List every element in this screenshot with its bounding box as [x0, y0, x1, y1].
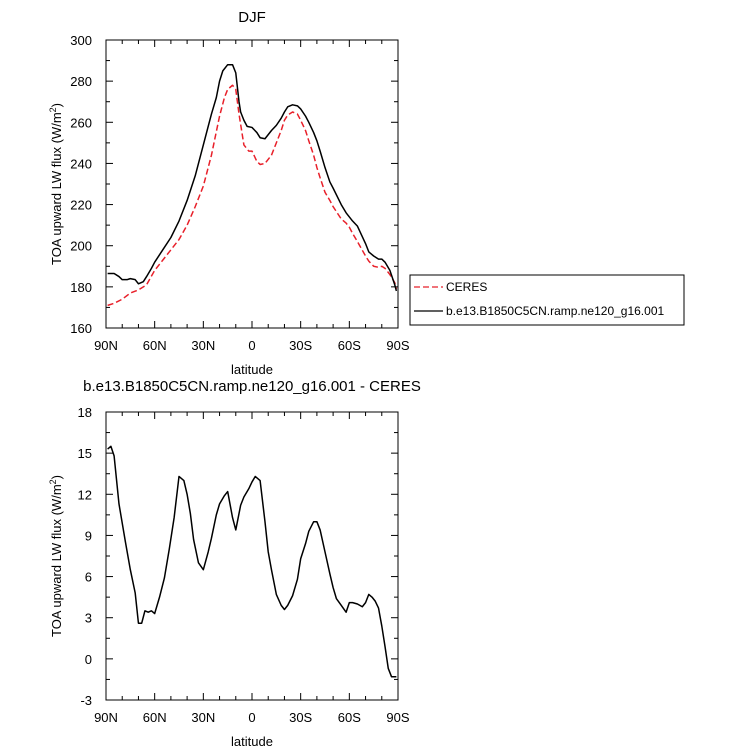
- bottom-xtick-label: 90N: [94, 710, 118, 725]
- bottom-xtick-label: 90S: [386, 710, 409, 725]
- top-xtick-label: 90S: [386, 338, 409, 353]
- top-ytick-label: 280: [70, 74, 92, 89]
- bottom-y-axis-label-main: TOA upward LW flux (W/m: [49, 484, 64, 637]
- top-plot-frame: [105, 39, 399, 329]
- top-y-axis-label: TOA upward LW flux (W/m2): [48, 103, 64, 265]
- bottom-x-axis-label: latitude: [231, 734, 273, 749]
- bottom-chart-title: b.e13.B1850C5CN.ramp.ne120_g16.001 - CER…: [83, 378, 421, 395]
- top-y-axis-label-sup: 2: [48, 107, 58, 112]
- bottom-xtick-label: 30S: [289, 710, 312, 725]
- top-ytick-label: 180: [70, 280, 92, 295]
- top-x-axis-label: latitude: [231, 362, 273, 377]
- top-axes-ticks: 90N 60N 30N 0 30S 60S 90S 160 180 200 220 240 260 280…: [70, 33, 410, 353]
- top-y-axis-label-end: ): [49, 103, 64, 107]
- top-xtick-label: 0: [248, 338, 255, 353]
- top-xtick-label: 60N: [143, 338, 167, 353]
- top-series-line-1: [107, 63, 398, 292]
- top-ytick-label: 260: [70, 115, 92, 130]
- legend-box: [409, 274, 685, 326]
- bottom-xtick-label: 60S: [338, 710, 361, 725]
- bottom-xtick-label: 0: [248, 710, 255, 725]
- bottom-ytick-label: 3: [85, 611, 92, 626]
- top-panel: DJF 90N 60N 30N 0 30S 60S 90S 160 180 200 220 240 26…: [48, 9, 685, 377]
- bottom-axes-ticks: 90N 60N 30N 0 30S 60S 90S -3 0 3 6 9 12 15 18: [78, 405, 410, 725]
- top-xtick-label: 30N: [191, 338, 215, 353]
- bottom-ytick-label: 6: [85, 570, 92, 585]
- bottom-ytick-label: 18: [78, 405, 92, 420]
- top-ytick-label: 160: [70, 321, 92, 336]
- top-series-line-0: [107, 84, 398, 307]
- top-ytick-label: 200: [70, 239, 92, 254]
- bottom-panel: b.e13.B1850C5CN.ramp.ne120_g16.001 - CER…: [48, 378, 421, 749]
- top-y-axis-label-main: TOA upward LW flux (W/m: [49, 112, 64, 265]
- bottom-ytick-label: -3: [80, 693, 92, 708]
- top-xtick-label: 30S: [289, 338, 312, 353]
- bottom-series-group: [107, 445, 397, 678]
- top-ytick-label: 220: [70, 198, 92, 213]
- top-ytick-label: 300: [70, 33, 92, 48]
- top-ytick-label: 240: [70, 156, 92, 171]
- bottom-ytick-label: 0: [85, 652, 92, 667]
- bottom-y-axis-label-end: ): [49, 475, 64, 479]
- top-chart-title: DJF: [238, 9, 266, 26]
- top-series-group: [107, 63, 398, 307]
- legend-label-ceres: CERES: [446, 280, 487, 294]
- bottom-xtick-label: 60N: [143, 710, 167, 725]
- legend: CERES b.e13.B1850C5CN.ramp.ne120_g16.001: [409, 274, 685, 326]
- bottom-ytick-label: 9: [85, 528, 92, 543]
- bottom-series-line-0: [107, 445, 397, 678]
- bottom-ytick-label: 12: [78, 487, 92, 502]
- bottom-xtick-label: 30N: [191, 710, 215, 725]
- bottom-y-axis-label: TOA upward LW flux (W/m2): [48, 475, 64, 637]
- top-xtick-label: 60S: [338, 338, 361, 353]
- top-xtick-label: 90N: [94, 338, 118, 353]
- bottom-y-axis-label-sup: 2: [48, 479, 58, 484]
- bottom-plot-frame: [105, 411, 399, 701]
- bottom-ytick-label: 15: [78, 446, 92, 461]
- legend-label-model: b.e13.B1850C5CN.ramp.ne120_g16.001: [446, 304, 664, 318]
